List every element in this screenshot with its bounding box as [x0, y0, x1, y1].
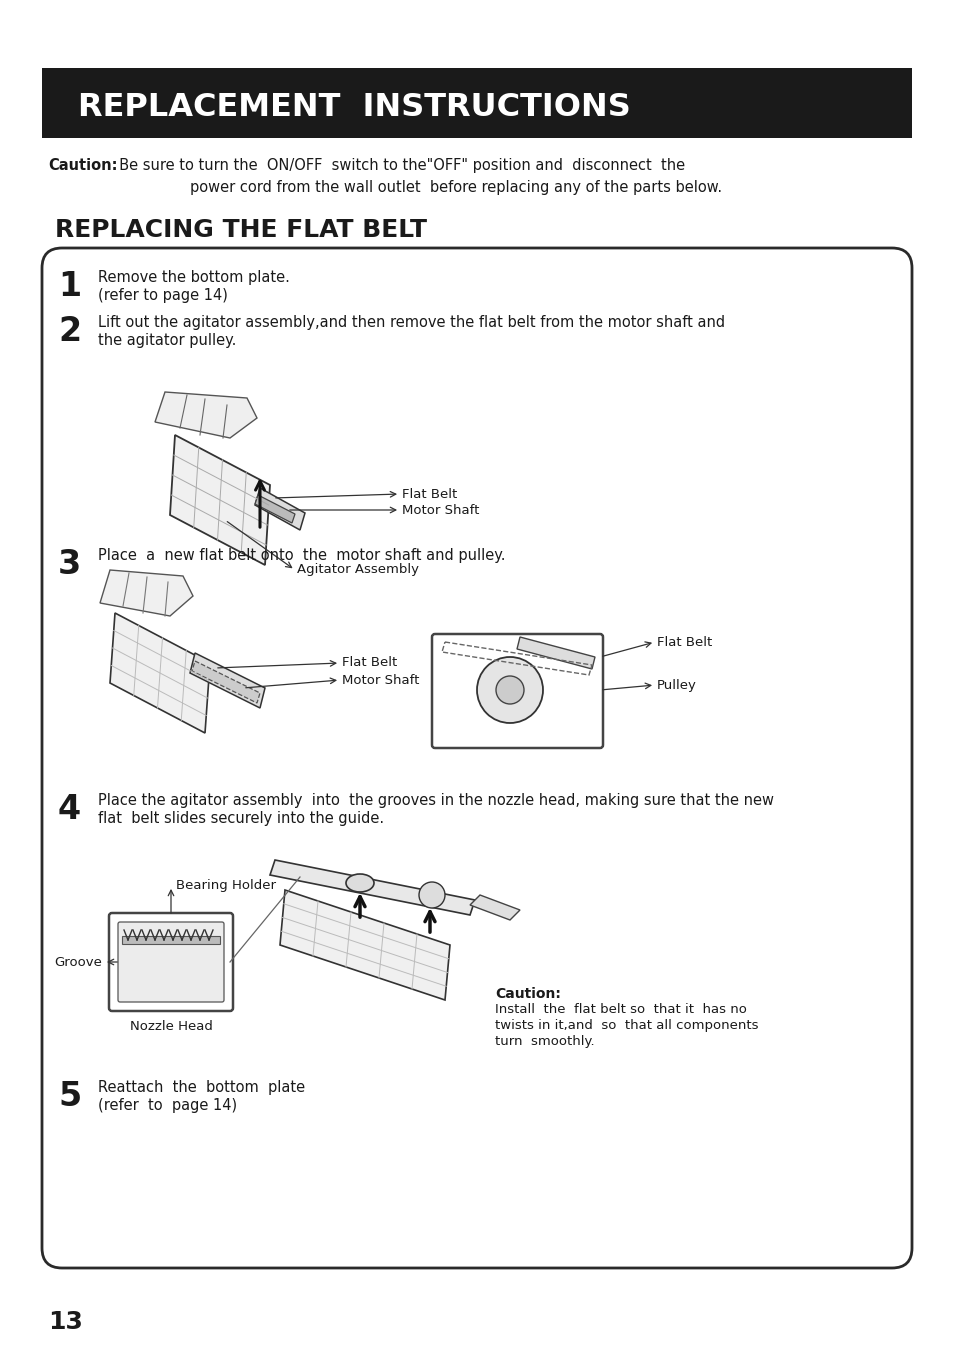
Polygon shape — [517, 638, 595, 669]
Text: twists in it,and  so  that all components: twists in it,and so that all components — [495, 1019, 758, 1033]
Text: REPLACEMENT  INSTRUCTIONS: REPLACEMENT INSTRUCTIONS — [78, 93, 630, 124]
Text: Caution:: Caution: — [495, 987, 560, 1002]
Text: Agitator Assembly: Agitator Assembly — [296, 563, 418, 577]
Text: 13: 13 — [48, 1310, 83, 1335]
Text: Be sure to turn the  ON/OFF  switch to the"OFF" position and  disconnect  the: Be sure to turn the ON/OFF switch to the… — [110, 158, 684, 173]
Polygon shape — [110, 613, 210, 733]
Polygon shape — [254, 495, 294, 523]
Text: flat  belt slides securely into the guide.: flat belt slides securely into the guide… — [98, 811, 384, 826]
FancyBboxPatch shape — [42, 248, 911, 1268]
Text: Install  the  flat belt so  that it  has no: Install the flat belt so that it has no — [495, 1003, 746, 1016]
Text: Flat Belt: Flat Belt — [401, 488, 456, 500]
Polygon shape — [170, 435, 270, 565]
Circle shape — [496, 675, 523, 704]
Polygon shape — [270, 860, 475, 915]
Text: Reattach  the  bottom  plate: Reattach the bottom plate — [98, 1080, 305, 1095]
Text: Remove the bottom plate.: Remove the bottom plate. — [98, 270, 290, 284]
Text: Bearing Holder: Bearing Holder — [175, 879, 275, 892]
FancyBboxPatch shape — [432, 634, 602, 748]
Text: (refer to page 14): (refer to page 14) — [98, 288, 228, 303]
Text: 1: 1 — [58, 270, 81, 303]
Polygon shape — [100, 570, 193, 616]
Text: Nozzle Head: Nozzle Head — [130, 1020, 213, 1033]
Text: turn  smoothly.: turn smoothly. — [495, 1035, 594, 1047]
Text: 4: 4 — [58, 793, 81, 826]
Text: Place  a  new flat belt onto  the  motor shaft and pulley.: Place a new flat belt onto the motor sha… — [98, 549, 505, 563]
Text: the agitator pulley.: the agitator pulley. — [98, 333, 236, 348]
Ellipse shape — [346, 874, 374, 892]
Polygon shape — [190, 652, 265, 708]
Polygon shape — [192, 661, 260, 704]
Text: Flat Belt: Flat Belt — [341, 656, 396, 670]
Text: 3: 3 — [58, 549, 81, 581]
Text: REPLACING THE FLAT BELT: REPLACING THE FLAT BELT — [55, 218, 427, 243]
Polygon shape — [254, 488, 305, 530]
Text: (refer  to  page 14): (refer to page 14) — [98, 1099, 237, 1113]
Circle shape — [476, 656, 542, 723]
Text: power cord from the wall outlet  before replacing any of the parts below.: power cord from the wall outlet before r… — [190, 181, 721, 195]
Text: 2: 2 — [58, 315, 81, 348]
Text: Flat Belt: Flat Belt — [657, 635, 712, 648]
Text: Lift out the agitator assembly,and then remove the flat belt from the motor shaf: Lift out the agitator assembly,and then … — [98, 315, 724, 330]
FancyBboxPatch shape — [109, 913, 233, 1011]
Polygon shape — [470, 895, 519, 919]
FancyBboxPatch shape — [42, 67, 911, 137]
Text: 5: 5 — [58, 1080, 81, 1113]
Text: Caution:: Caution: — [48, 158, 117, 173]
Polygon shape — [122, 936, 220, 944]
Polygon shape — [280, 890, 450, 1000]
Text: Place the agitator assembly  into  the grooves in the nozzle head, making sure t: Place the agitator assembly into the gro… — [98, 793, 773, 807]
Circle shape — [418, 882, 444, 909]
FancyBboxPatch shape — [118, 922, 224, 1002]
Text: Groove: Groove — [54, 956, 102, 968]
Text: Motor Shaft: Motor Shaft — [401, 504, 478, 516]
Polygon shape — [154, 392, 256, 438]
Text: Motor Shaft: Motor Shaft — [341, 674, 419, 686]
Text: Pulley: Pulley — [657, 678, 696, 692]
